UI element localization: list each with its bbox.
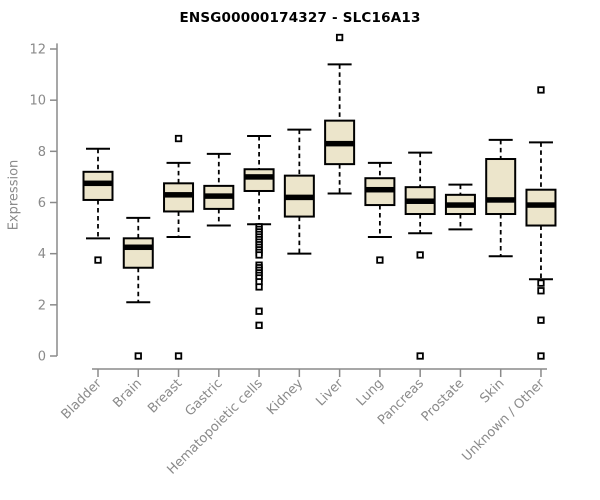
median-lung [365,186,395,193]
outlier-unknown-other [537,279,545,287]
median-unknown-other [526,202,556,208]
outlier-unknown-other [537,352,545,360]
y-tick-label: 10 [29,94,46,109]
outlier-liver [335,33,344,42]
y-tick-label: 6 [38,196,46,211]
x-tick-label-skin: Skin [477,376,507,406]
outlier-pancreas [416,251,424,259]
median-liver [325,140,355,147]
median-bladder [83,180,113,187]
outlier-unknown-other [537,287,545,295]
x-tick-label-prostate: Prostate [419,376,467,424]
y-tick-label: 12 [29,43,46,58]
box-hematopoietic-cells [243,168,275,192]
x-tick-label-liver: Liver [313,376,347,410]
median-prostate [445,202,475,208]
y-tick-label: 8 [38,145,46,160]
median-brain [123,244,153,251]
chart-title: ENSG00000174327 - SLC16A13 [179,10,421,26]
outlier-unknown-other [537,86,545,94]
x-tick-label-bladder: Bladder [59,376,106,423]
outlier-bladder [94,256,102,264]
median-gastric [204,193,234,199]
x-tick-label-lung: Lung [354,376,387,409]
outlier-hematopoietic-cells [255,283,263,291]
median-kidney [284,194,314,201]
median-pancreas [405,198,435,204]
y-tick-label: 4 [38,247,46,262]
x-tick-label-kidney: Kidney [264,376,306,418]
outlier-hematopoietic-cells [255,251,263,259]
box-brain [122,237,154,269]
outlier-breast [174,352,183,360]
outlier-unknown-other [537,316,545,324]
median-hematopoietic-cells [244,174,274,180]
outlier-hematopoietic-cells [255,307,263,315]
y-tick-label: 2 [38,298,46,313]
x-tick-label-breast: Breast [145,376,185,416]
outlier-brain [134,352,142,360]
outlier-lung [376,256,384,264]
median-skin [486,197,516,203]
box-skin [485,158,517,216]
median-breast [164,192,194,198]
y-tick-label: 0 [38,350,46,365]
outlier-hematopoietic-cells [255,321,263,329]
outlier-pancreas [416,352,424,360]
outlier-breast [174,134,183,143]
x-tick-label-brain: Brain [110,376,145,411]
